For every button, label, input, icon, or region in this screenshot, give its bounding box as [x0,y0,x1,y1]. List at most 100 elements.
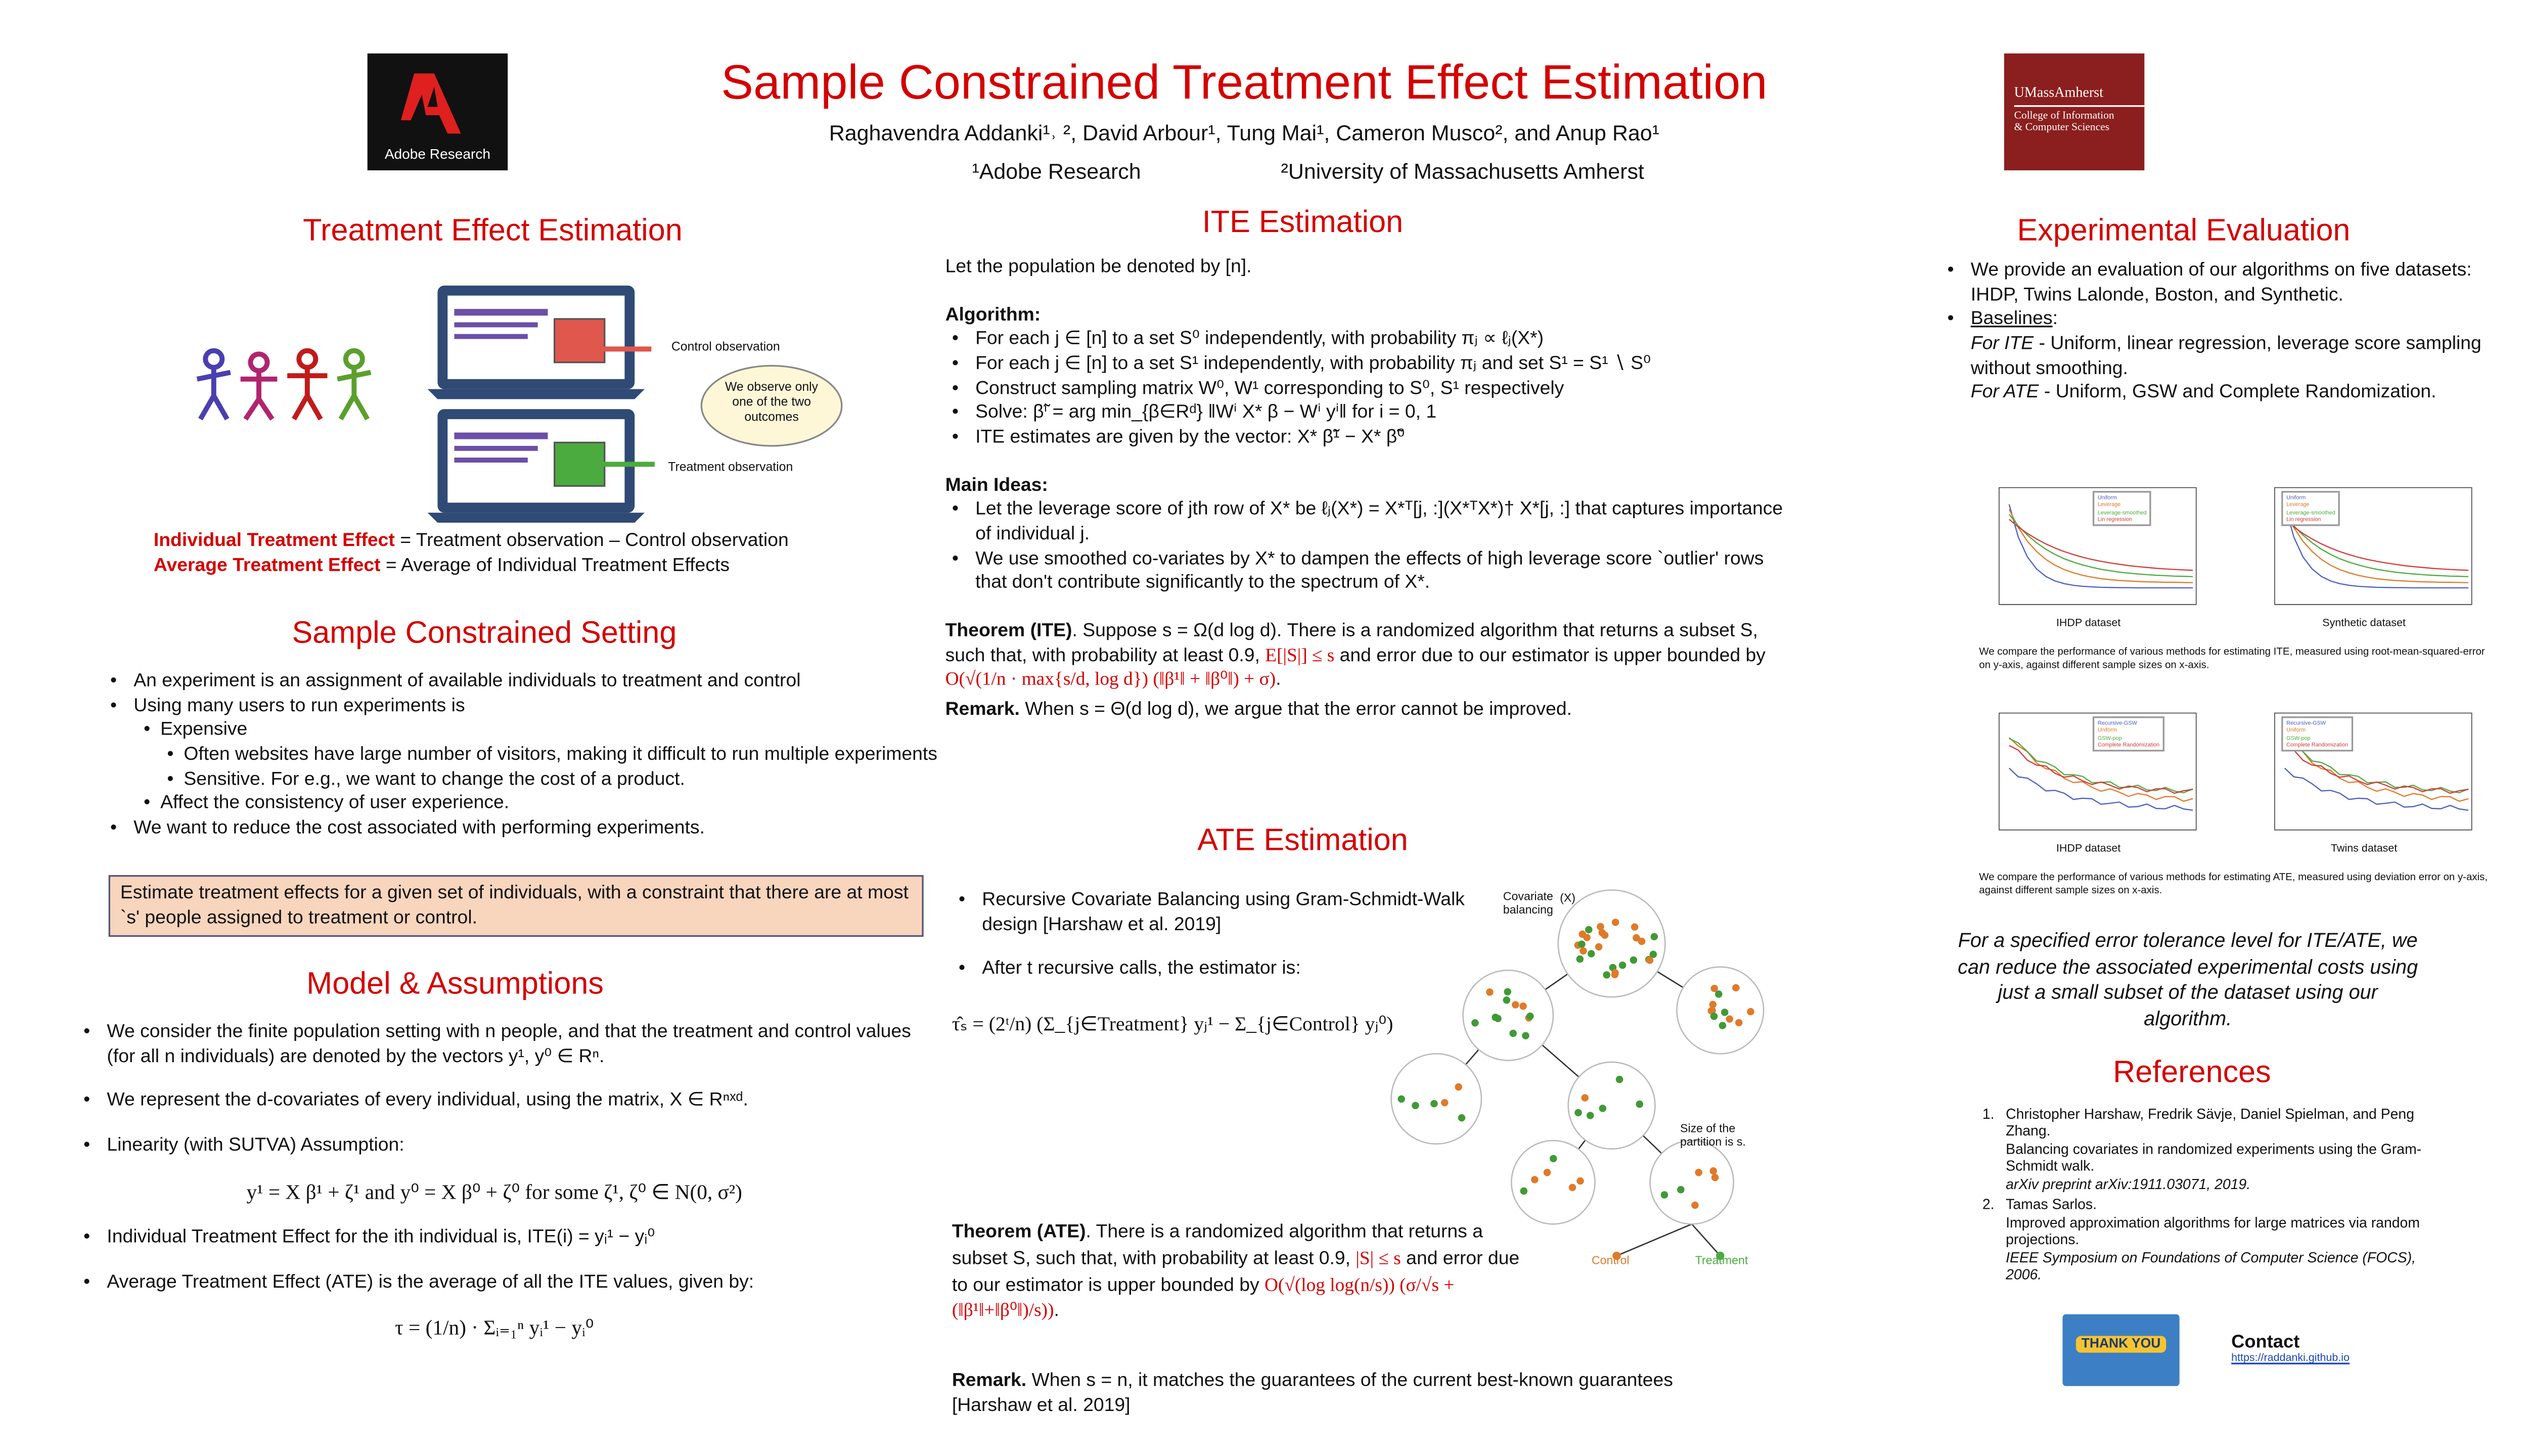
figure-label: Size of the partition is s. [1680,1124,1746,1150]
colon: : [2052,309,2058,330]
plot-line [2284,519,2469,571]
section-title: ITE Estimation [1202,203,1404,239]
plot-line [2284,745,2469,794]
arrow [576,337,652,358]
section-title: Experimental Evaluation [2017,212,2351,247]
poster-title: Sample Constrained Treatment Effect Esti… [721,57,1768,111]
theorem: Theorem (ITE). Suppose s = Ω(d log d). T… [945,620,1797,693]
plot-title: IHDP dataset [2056,843,2121,855]
list-item: y¹ = X β¹ + ζ¹ and y⁰ = X β⁰ + ζ⁰ for so… [246,1180,742,1204]
definition-text: = Treatment observation – Control observ… [394,531,789,552]
plot: Recursive-GSW Uniform GSW-pop Complete Rand… [2251,710,2477,857]
list-item: Average Treatment Effect (ATE) is the av… [77,1270,912,1294]
reference: 2. Tamas Sarlos. Improved approximation al… [1979,1196,2438,1284]
list-item: Baselines: [1940,308,2517,332]
tree-node [1511,1140,1596,1225]
bullet-list: An experiment is an assignment of availa… [104,670,939,841]
figure-label: (X) [1560,893,1576,905]
legend-entry: Complete Randomization [2097,741,2160,748]
list-item: Recursive Covariate Balancing using Gram… [952,888,1470,937]
legend-entry: GSW-pop [2286,734,2311,741]
section-title: Sample Constrained Setting [292,614,677,650]
reference-title: Improved approximation algorithms for la… [2006,1214,2420,1248]
figure-label: Covariate balancing [1503,891,1553,917]
theorem-label: Theorem (ITE) [945,621,1072,642]
theorem-text: . [1054,1301,1059,1322]
list-item: We use smoothed co-variates by X* to dam… [945,548,1797,597]
reference: 1. Christopher Harshaw, Fredrik Sävje, Da… [1979,1106,2438,1193]
plot-area [1999,487,2197,605]
subheading: Algorithm: [945,305,1041,326]
theorem-math: E[|S|] ≤ s [1265,646,1335,666]
label: For ATE [1970,383,2039,403]
legend-entry: Leverage [2097,501,2121,509]
arrow [579,453,655,475]
section-title: Treatment Effect Estimation [303,212,683,247]
affiliation: ¹Adobe Research [972,158,1141,184]
reference-authors: Tamas Sarlos. [2006,1196,2097,1213]
logo-text: Adobe Research [384,145,491,162]
term: Average Treatment Effect [153,556,381,576]
list-item: Expensive [104,719,939,743]
legend-entry: Uniform [2286,494,2306,501]
subheading: Main Ideas: [945,475,1048,496]
list-item: Sensitive. For e.g., we want to change t… [104,767,939,792]
list-item: For each j ∈ [n] to a set S⁰ independent… [945,328,1797,352]
tree-node [1462,969,1554,1061]
remark-text: When s = n, it matches the guarantees of… [952,1371,1673,1416]
laptop-treatment [427,409,645,523]
list-item: We provide an evaluation of our algorith… [1940,259,2517,308]
plot-line [2284,509,2469,583]
caption: We compare the performance of various me… [1979,872,2488,896]
baselines: Baselines [1970,309,2053,330]
tree-node [1390,1053,1482,1145]
contact-link[interactable]: https://raddanki.github.io [2231,1352,2350,1364]
umass-logo: UMassAmherst College of Information & Co… [2004,53,2145,170]
authors: Raghavendra Addanki¹˒ ², David Arbour¹, … [829,120,1659,146]
text: - Uniform, GSW and Complete Randomizatio… [2039,383,2436,403]
badge-text: THANK YOU [2075,1336,2166,1353]
caption: We compare the performance of various me… [1979,646,2485,671]
remark-text: When s = Θ(d log d), we argue that the e… [1019,700,1572,720]
theorem-text: . [1276,670,1281,691]
adobe-icon [400,73,461,134]
legend: Recursive-GSW Uniform GSW-pop Complete Rand… [2092,716,2165,752]
figure-label: Treatment observation [668,459,793,475]
figure-label: Treatment [1695,1256,1748,1268]
callout: Estimate treatment effects for a given s… [108,875,924,938]
plot-line [2008,514,2193,577]
ite-body: Let the population be denoted by [n]. Al… [945,255,1797,722]
remark-label: Remark. [945,700,1020,720]
figure-label: We observe only one of the two outcomes [725,379,819,425]
figure-label: Control [1591,1256,1630,1268]
references: 1. Christopher Harshaw, Fredrik Sävje, Da… [1979,1106,2438,1288]
legend-entry: Lin regression [2097,516,2133,523]
affiliation: ²University of Massachusetts Amherst [1281,158,1644,184]
list-item: Let the leverage score of jth row of X* … [945,498,1797,548]
list-item: Often websites have large number of visi… [104,743,939,767]
legend-entry: Uniform [2097,726,2117,734]
thank-you-badge: THANK YOU [2062,1314,2180,1386]
tree-figure [1390,889,1765,1260]
plot: Recursive-GSW Uniform GSW-pop Complete Rand… [1976,710,2201,857]
list-item: We consider the finite population settin… [77,1020,912,1069]
list-item: Affect the consistency of user experienc… [104,792,939,816]
baseline-ate: For ATE - Uniform, GSW and Complete Rand… [1940,381,2517,405]
list-item: τ = (1/n) · Σᵢ₌₁ⁿ yᵢ¹ − yᵢ⁰ [395,1316,594,1340]
plot-line [2284,514,2469,577]
list-item: Solve: β̃ⁱ = arg min_{β∈Rᵈ} ‖Wⁱ X* β − W… [945,401,1797,426]
plot-line [2008,767,2193,811]
list-item: Construct sampling matrix W⁰, W¹ corresp… [945,377,1797,401]
theorem-text: and error due to our estimator is upper … [952,1249,1520,1296]
adobe-logo: Adobe Research [367,53,508,170]
theorem-text: and error due to our estimator is upper … [1334,646,1766,666]
list-item: ITE estimates are given by the vector: X… [945,426,1797,450]
plot-area [1999,712,2197,831]
legend-entry: Lin regression [2286,516,2321,523]
algorithm-list: For each j ∈ [n] to a set S⁰ independent… [945,328,1797,450]
reference-number: 1. [1982,1105,1995,1122]
section-title: Model & Assumptions [306,965,604,1000]
reference-authors: Christopher Harshaw, Fredrik Sävje, Dani… [2006,1105,2415,1140]
legend-entry: Leverage-smoothed [2286,509,2335,516]
